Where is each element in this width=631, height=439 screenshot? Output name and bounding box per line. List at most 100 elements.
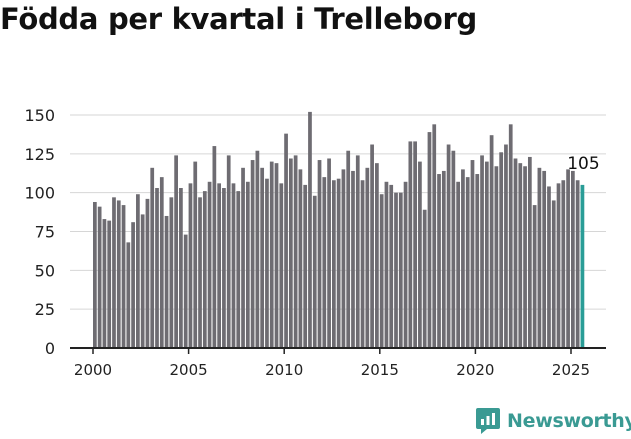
bar <box>351 170 355 348</box>
x-tick-label: 2010 <box>265 361 303 379</box>
y-tick-label: 75 <box>35 223 55 242</box>
x-tick-label: 2020 <box>456 361 494 379</box>
bar <box>355 155 360 348</box>
bar <box>413 141 417 348</box>
bar <box>446 144 451 348</box>
bar <box>179 188 183 348</box>
bar <box>284 133 288 348</box>
bar <box>427 132 432 348</box>
y-tick-label: 125 <box>24 145 55 164</box>
bar <box>537 167 542 348</box>
bar <box>437 174 441 348</box>
bar <box>456 181 461 348</box>
bar <box>532 205 537 348</box>
y-tick-label: 50 <box>35 261 55 280</box>
bar <box>308 111 312 348</box>
bar <box>164 215 169 348</box>
bar <box>332 180 336 348</box>
bar-latest <box>580 184 585 348</box>
bar <box>527 156 532 348</box>
bar <box>523 166 527 348</box>
bar <box>394 192 398 348</box>
newsworthy-logo-icon <box>476 408 500 434</box>
x-tick-label: 2025 <box>552 361 590 379</box>
bar <box>327 158 331 348</box>
bar <box>571 170 575 348</box>
bar <box>231 183 236 348</box>
bar <box>236 191 241 348</box>
bar <box>465 177 470 348</box>
bar <box>504 144 508 348</box>
bar <box>379 194 384 348</box>
bar <box>489 135 494 348</box>
bar <box>575 180 580 348</box>
y-tick-label: 25 <box>35 300 55 319</box>
bar <box>145 198 150 348</box>
bar <box>375 163 379 348</box>
bar <box>370 144 374 348</box>
bar <box>93 201 97 348</box>
bar <box>551 200 556 348</box>
bar <box>250 160 255 348</box>
bar <box>269 161 274 348</box>
bar <box>159 177 164 348</box>
bar <box>217 183 222 348</box>
bar <box>260 167 265 348</box>
bar <box>312 195 317 348</box>
bar <box>136 194 140 348</box>
bar <box>384 181 389 348</box>
bar <box>418 161 422 348</box>
bar <box>107 220 112 348</box>
bar <box>288 158 293 348</box>
bar <box>542 170 547 348</box>
bar <box>303 184 308 348</box>
bar <box>480 155 484 348</box>
bar <box>499 152 504 348</box>
bar <box>432 124 437 348</box>
bar <box>508 124 513 348</box>
newsworthy-logo[interactable]: Newsworthy <box>476 408 631 434</box>
bar <box>188 183 193 348</box>
bar <box>398 192 403 348</box>
bar <box>561 180 566 348</box>
bar <box>513 158 518 348</box>
x-tick-label: 2000 <box>74 361 112 379</box>
bar <box>566 169 570 348</box>
bar <box>126 242 131 348</box>
bar <box>140 214 145 348</box>
bar <box>207 181 212 348</box>
bar <box>341 169 346 348</box>
bar <box>451 150 456 348</box>
bar <box>298 169 303 348</box>
bar <box>174 155 178 348</box>
y-tick-label: 150 <box>24 106 55 125</box>
bar <box>102 219 107 348</box>
bar <box>518 163 523 348</box>
bar <box>279 183 284 348</box>
bar <box>97 206 102 348</box>
bar <box>360 180 365 348</box>
x-tick-label: 2015 <box>361 361 399 379</box>
bar <box>470 160 475 348</box>
bar <box>183 234 188 348</box>
bar <box>484 161 489 348</box>
bar <box>150 167 155 348</box>
bar <box>265 178 269 348</box>
bar <box>389 184 394 348</box>
chart-title: Födda per kvartal i Trelleborg <box>0 2 477 36</box>
bar <box>322 177 327 348</box>
bar <box>365 167 370 348</box>
bar <box>112 197 116 348</box>
y-tick-label: 0 <box>45 339 55 358</box>
bar <box>212 146 217 348</box>
bar <box>336 178 341 348</box>
bar <box>169 197 174 348</box>
bar <box>494 166 499 348</box>
newsworthy-logo-text: Newsworthy <box>507 410 631 432</box>
bar <box>475 174 480 348</box>
bar <box>293 155 298 348</box>
bar <box>121 205 126 348</box>
y-tick-label: 100 <box>24 184 55 203</box>
bar <box>193 161 198 348</box>
